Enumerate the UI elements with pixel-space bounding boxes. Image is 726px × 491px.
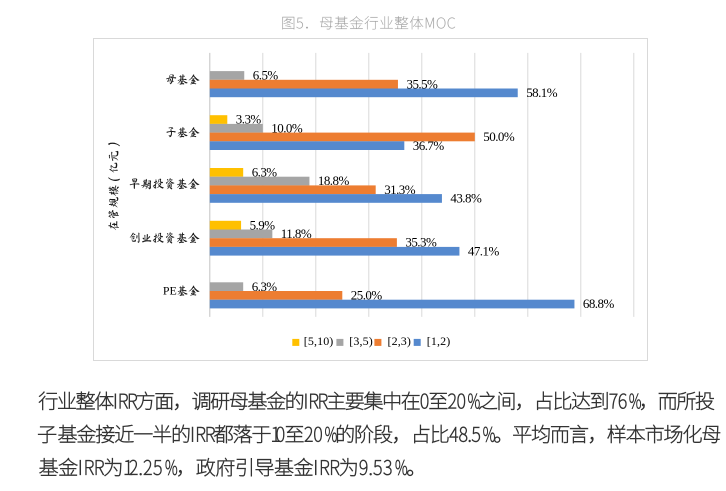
svg-text:35.5%: 35.5%	[407, 76, 439, 91]
svg-text:[5,10): [5,10)	[304, 334, 334, 348]
svg-text:31.3%: 31.3%	[384, 182, 416, 197]
svg-text:47.1%: 47.1%	[468, 243, 500, 258]
svg-text:[1,2): [1,2)	[427, 334, 451, 348]
svg-text:58.1%: 58.1%	[526, 85, 558, 100]
svg-text:35.3%: 35.3%	[405, 235, 437, 250]
svg-text:3.3%: 3.3%	[236, 112, 262, 127]
svg-text:18.8%: 18.8%	[318, 173, 350, 188]
svg-text:6.3%: 6.3%	[252, 164, 278, 179]
svg-text:[2,3): [2,3)	[388, 334, 412, 348]
svg-text:43.8%: 43.8%	[450, 191, 482, 206]
svg-text:[3,5): [3,5)	[349, 334, 373, 348]
svg-text:11.8%: 11.8%	[281, 226, 312, 241]
svg-text:PE: PE	[163, 284, 177, 298]
svg-text:50.0%: 50.0%	[483, 129, 515, 144]
svg-text:5.9%: 5.9%	[250, 217, 276, 232]
svg-text:36.7%: 36.7%	[413, 138, 445, 153]
svg-text:6.5%: 6.5%	[253, 68, 279, 83]
svg-text:6.3%: 6.3%	[252, 279, 278, 294]
svg-text:68.8%: 68.8%	[583, 296, 615, 311]
svg-text:25.0%: 25.0%	[351, 287, 383, 302]
svg-text:10.0%: 10.0%	[271, 120, 303, 135]
